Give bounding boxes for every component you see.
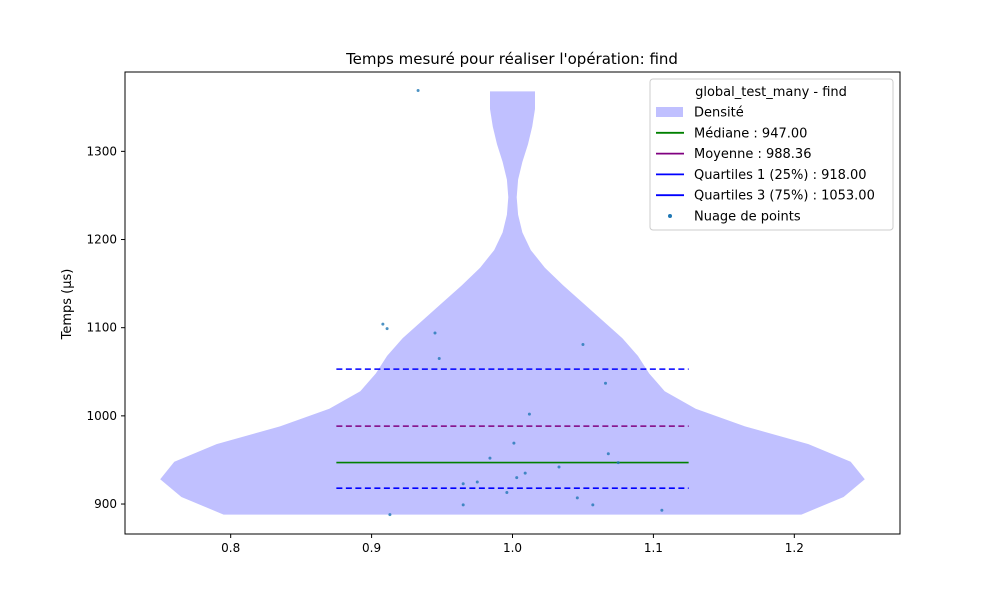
data-point [381, 322, 385, 326]
data-point [505, 491, 509, 495]
violin-body [160, 91, 865, 515]
data-point [557, 465, 561, 469]
plot-area [160, 89, 865, 517]
data-point [575, 496, 579, 500]
data-point [581, 342, 585, 346]
data-point [488, 456, 492, 460]
legend-label: Quartiles 1 (25%) : 918.00 [694, 168, 867, 183]
legend-box [649, 78, 894, 231]
chart-title: Temps mesuré pour réaliser l'opération: … [345, 50, 678, 68]
data-point [461, 503, 465, 507]
y-tick-label: 1200 [86, 233, 117, 247]
legend-label: Nuage de points [694, 210, 801, 225]
legend-swatch [668, 214, 672, 218]
legend-label: Moyenne : 988.36 [694, 147, 811, 162]
legend-title: global_test_many - find [695, 85, 847, 100]
data-point [606, 452, 610, 456]
data-point [604, 381, 607, 385]
x-tick-label: 0.8 [221, 541, 240, 555]
x-tick-label: 1.2 [785, 541, 804, 555]
legend: global_test_many - find Densité Médiane :… [649, 78, 894, 231]
data-point [512, 441, 516, 445]
data-point [616, 461, 620, 465]
y-tick-label: 1100 [86, 321, 117, 335]
x-tick-label: 0.9 [362, 541, 381, 555]
y-tick-label: 1000 [86, 409, 117, 423]
legend-label: Quartiles 3 (75%) : 1053.00 [694, 189, 875, 204]
legend-swatch [656, 107, 683, 117]
legend-label: Médiane : 947.00 [694, 126, 807, 141]
data-point [523, 471, 527, 475]
y-axis-label: Temps (µs) [60, 269, 75, 341]
y-tick-label: 900 [94, 497, 117, 511]
data-point [660, 508, 664, 512]
data-point [461, 482, 465, 486]
data-point [433, 331, 437, 335]
data-point [416, 89, 420, 93]
data-point [385, 327, 389, 331]
x-tick-label: 1.0 [503, 541, 522, 555]
legend-label: Densité [694, 106, 744, 121]
y-tick-label: 1300 [86, 144, 117, 158]
data-point [591, 503, 595, 507]
data-point [388, 513, 392, 517]
data-point [515, 476, 519, 480]
data-point [475, 480, 479, 484]
data-point [527, 412, 531, 416]
axes: 0.8 0.9 1.0 1.1 1.2 900 1000 1100 1200 1300 [86, 71, 901, 555]
x-tick-label: 1.1 [644, 541, 663, 555]
data-point [437, 357, 441, 361]
